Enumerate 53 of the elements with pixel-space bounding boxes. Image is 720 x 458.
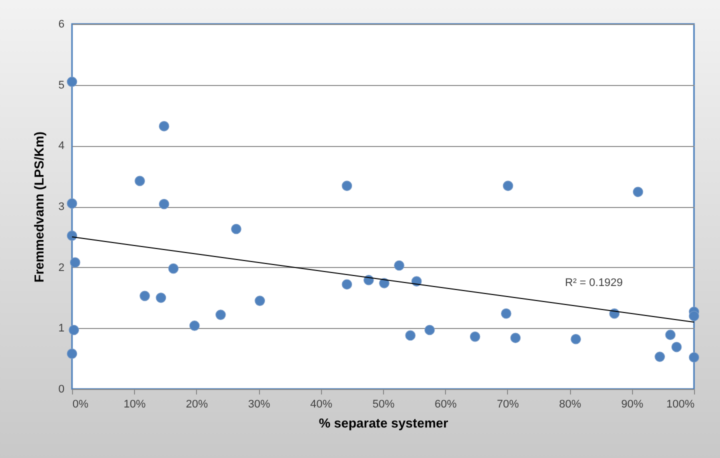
- point: [424, 324, 435, 336]
- point: [570, 334, 581, 344]
- x-axis-title: % separate systemer: [318, 416, 448, 430]
- point: [140, 290, 150, 302]
- x-tick-label: 60%: [434, 398, 457, 410]
- point: [66, 76, 78, 87]
- y-tick-label: 2: [58, 262, 64, 274]
- point: [470, 332, 480, 342]
- x-tick-label: 50%: [372, 398, 395, 410]
- point: [168, 263, 179, 274]
- point: [189, 320, 200, 331]
- point: [66, 230, 78, 241]
- point: [394, 260, 404, 271]
- point: [158, 121, 170, 132]
- x-tick-label: 0%: [72, 398, 89, 410]
- point: [231, 224, 242, 234]
- point: [654, 352, 665, 362]
- point: [665, 330, 676, 340]
- point: [134, 176, 145, 186]
- point: [66, 198, 78, 209]
- point: [510, 332, 521, 344]
- point: [671, 342, 682, 352]
- point: [688, 310, 700, 322]
- point: [502, 180, 514, 191]
- x-tick-label: 100%: [666, 398, 695, 410]
- point: [500, 308, 512, 319]
- x-tick-label: 90%: [621, 398, 644, 410]
- x-tick-label: 10%: [124, 398, 146, 410]
- point: [254, 296, 266, 306]
- point: [632, 186, 644, 198]
- point: [342, 180, 352, 191]
- point: [342, 279, 352, 290]
- y-tick-label: 0: [58, 384, 64, 396]
- y-tick-label: 4: [58, 140, 64, 152]
- point: [70, 257, 80, 268]
- y-tick-label: 3: [58, 201, 64, 213]
- point: [156, 292, 166, 303]
- point: [66, 348, 78, 359]
- x-tick-label: 30%: [248, 398, 270, 410]
- point: [158, 198, 170, 210]
- y-axis-title: Fremmedvann (LPS/Km): [31, 132, 46, 282]
- x-tick-label: 20%: [186, 398, 208, 410]
- x-tick-label: 40%: [310, 398, 333, 410]
- y-tick-label: 6: [58, 18, 64, 30]
- y-tick-label: 1: [58, 322, 64, 335]
- point: [405, 330, 416, 341]
- point: [688, 352, 700, 363]
- x-tick-label: 70%: [496, 398, 520, 410]
- x-tick-label: 80%: [559, 398, 582, 410]
- y-tick-label: 5: [58, 79, 64, 92]
- point: [215, 310, 226, 320]
- annotation: R² = 0.1929: [565, 277, 623, 289]
- point: [68, 324, 80, 336]
